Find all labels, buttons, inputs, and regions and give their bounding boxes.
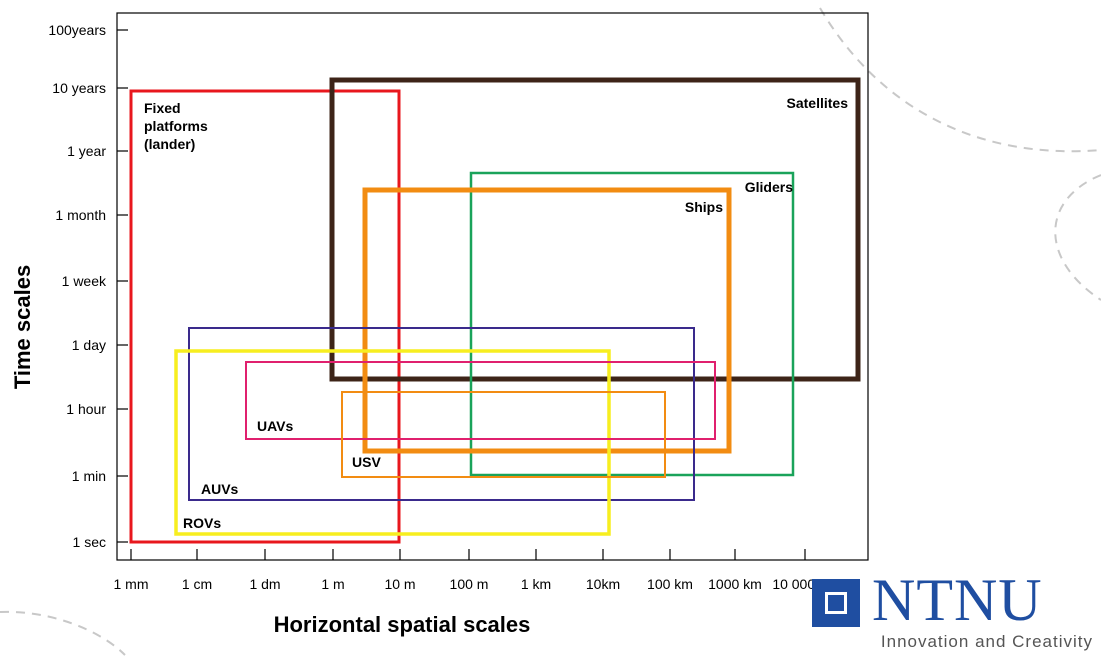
x-tick-label: 10km (586, 576, 620, 592)
box-usv (341, 391, 666, 478)
label-uavs: UAVs (257, 418, 294, 434)
platform-boxes (129, 77, 861, 544)
y-axis-title: Time scales (10, 265, 35, 389)
x-tick-label: 1 cm (182, 576, 212, 592)
box-ships (362, 187, 732, 454)
y-tick-label: 1 year (67, 143, 106, 159)
box-gliders (469, 171, 795, 477)
y-tick-label: 1 day (72, 337, 106, 353)
y-tick-label: 1 min (72, 468, 106, 484)
box-rovs (174, 349, 611, 536)
x-tick-label: 1 m (321, 576, 344, 592)
x-tick-label: 1 dm (249, 576, 280, 592)
logo-wordmark: NTNU (872, 567, 1043, 633)
x-axis-title: Horizontal spatial scales (274, 612, 531, 637)
y-tick-label: 1 month (55, 207, 106, 223)
box-auvs (188, 327, 695, 501)
label-gliders: Gliders (745, 179, 793, 195)
label-auvs: AUVs (201, 481, 239, 497)
logo-tagline: Innovation and Creativity (880, 632, 1093, 651)
y-tick-label: 10 years (52, 80, 106, 96)
x-tick-label: 1000 km (708, 576, 762, 592)
x-tick-label: 100 m (450, 576, 489, 592)
label-satellites: Satellites (787, 95, 849, 111)
label-fixed: Fixed (144, 100, 181, 116)
plot-frame (116, 12, 869, 561)
label-fixed: (lander) (144, 136, 195, 152)
platform-labels: Fixed platforms (lander) Satellites Gliders S… (144, 95, 848, 531)
x-tick-label: 1 mm (114, 576, 149, 592)
decorative-arcs (0, 7, 1101, 656)
x-tick-label: 1 km (521, 576, 551, 592)
x-tick-label: 100 km (647, 576, 693, 592)
y-axis: 1 sec 1 min 1 hour 1 day 1 week 1 month 1 year… (48, 22, 128, 550)
y-tick-label: 1 week (62, 273, 107, 289)
y-tick-label: 1 sec (73, 534, 106, 550)
box-fixed (129, 89, 401, 544)
y-tick-label: 1 hour (66, 401, 106, 417)
label-usv: USV (352, 454, 381, 470)
box-uavs (245, 361, 716, 440)
ntnu-logo-icon (812, 579, 860, 627)
y-tick-label: 100years (48, 22, 106, 38)
x-tick-label: 10 m (384, 576, 415, 592)
x-axis: 1 mm 1 cm 1 dm 1 m 10 m 100 m 1 km 10km 100 km 10… (114, 549, 838, 592)
label-rovs: ROVs (183, 515, 221, 531)
label-ships: Ships (685, 199, 723, 215)
box-satellites (329, 77, 861, 382)
ntnu-logo: NTNU Innovation and Creativity (812, 567, 1097, 660)
label-fixed: platforms (144, 118, 208, 134)
